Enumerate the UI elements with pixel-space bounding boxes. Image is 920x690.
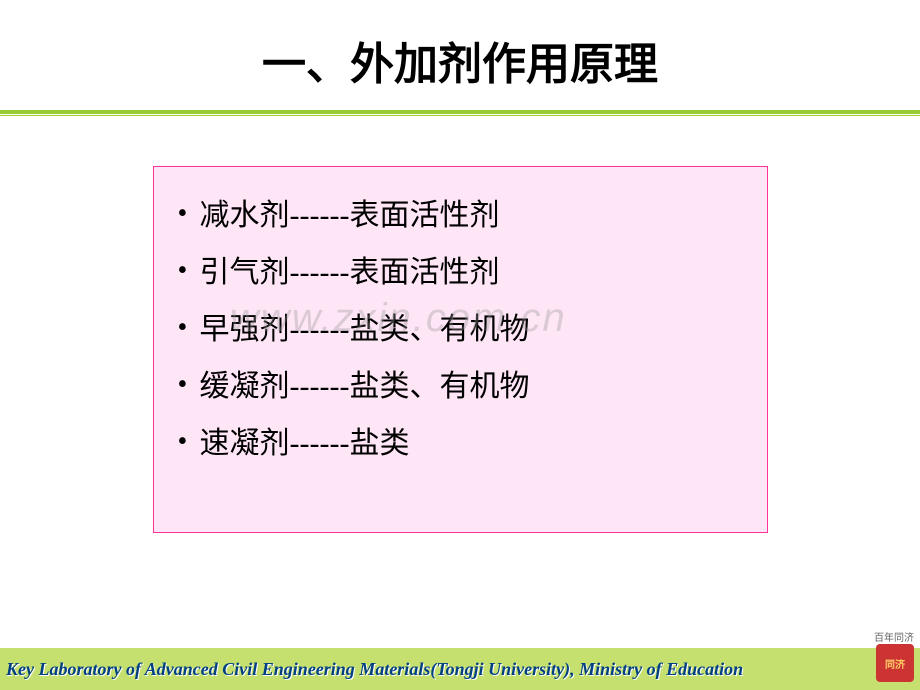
list-item: 速凝剂------盐类	[172, 415, 749, 472]
bullet-list: 减水剂------表面活性剂 引气剂------表面活性剂 早强剂------盐…	[172, 187, 749, 472]
list-item: 引气剂------表面活性剂	[172, 244, 749, 301]
university-logo-icon: 同济	[876, 644, 914, 682]
divider-line-bottom	[0, 115, 920, 116]
list-item: 早强剂------盐类、有机物	[172, 301, 749, 358]
logo-text: 同济	[885, 656, 905, 671]
divider-line-top	[0, 110, 920, 114]
page-title: 一、外加剂作用原理	[0, 28, 920, 92]
divider	[0, 110, 920, 116]
footer-small-text: 百年同济	[874, 629, 914, 644]
footer-text: Key Laboratory of Advanced Civil Enginee…	[6, 659, 743, 680]
content-box: 减水剂------表面活性剂 引气剂------表面活性剂 早强剂------盐…	[153, 166, 768, 533]
footer-bar: Key Laboratory of Advanced Civil Enginee…	[0, 648, 920, 690]
list-item: 减水剂------表面活性剂	[172, 187, 749, 244]
title-area: 一、外加剂作用原理	[0, 0, 920, 110]
list-item: 缓凝剂------盐类、有机物	[172, 358, 749, 415]
